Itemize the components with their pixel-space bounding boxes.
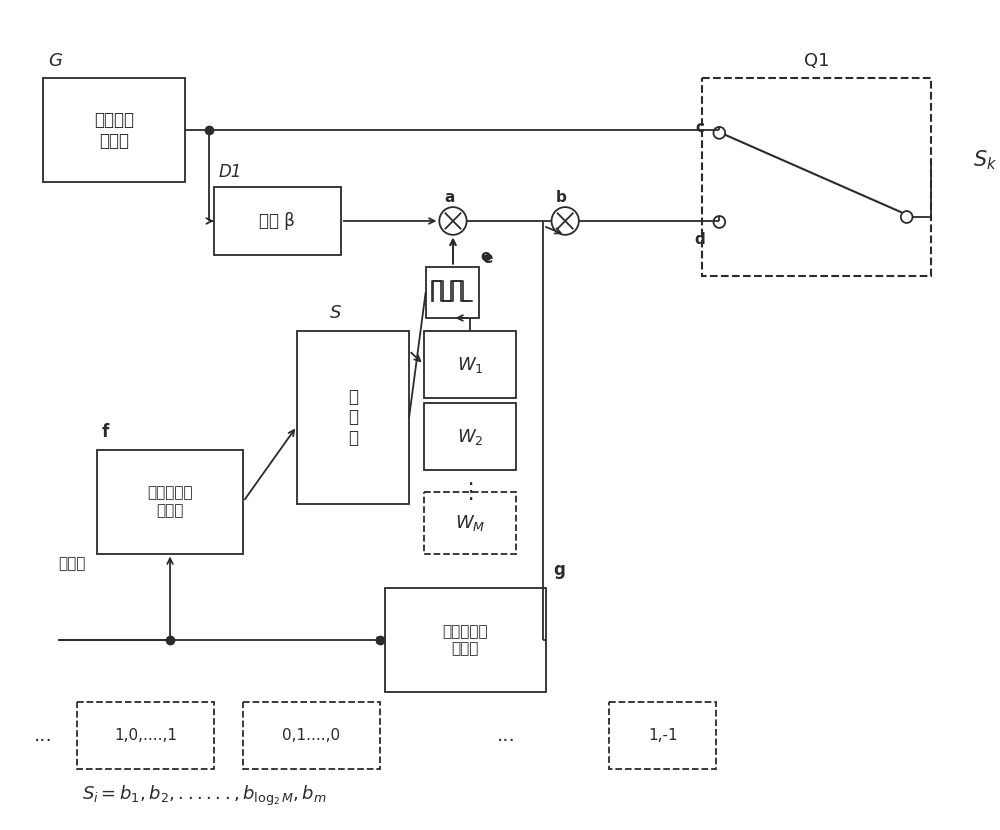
Text: $S_k$: $S_k$ bbox=[973, 149, 997, 172]
Bar bbox=[702, 78, 931, 276]
Text: 延时 β: 延时 β bbox=[259, 212, 295, 230]
Text: $W_M$: $W_M$ bbox=[455, 513, 485, 533]
Bar bbox=[243, 702, 380, 769]
Circle shape bbox=[713, 216, 725, 228]
Bar bbox=[424, 331, 516, 398]
Text: $S_i = b_1, b_2, ......, b_{\log_2 M}, b_m$: $S_i = b_1, b_2, ......, b_{\log_2 M}, b… bbox=[82, 784, 327, 808]
Bar bbox=[609, 702, 716, 769]
Text: a: a bbox=[444, 190, 454, 205]
Text: e: e bbox=[482, 251, 492, 266]
Text: g: g bbox=[553, 561, 565, 579]
Text: 0,1....,0: 0,1....,0 bbox=[282, 728, 341, 743]
Bar bbox=[424, 403, 516, 471]
Text: $W_2$: $W_2$ bbox=[457, 427, 483, 447]
Text: 1,0,....,1: 1,0,....,1 bbox=[114, 728, 177, 743]
Bar bbox=[77, 702, 214, 769]
Text: G: G bbox=[48, 51, 62, 70]
Bar bbox=[385, 588, 546, 692]
Text: c: c bbox=[695, 120, 704, 135]
Text: ...: ... bbox=[497, 726, 516, 745]
Text: 混沌载波
发生器: 混沌载波 发生器 bbox=[94, 111, 134, 149]
Text: 1,-1: 1,-1 bbox=[648, 728, 678, 743]
Bar bbox=[297, 331, 409, 504]
Text: f: f bbox=[102, 422, 109, 441]
Bar bbox=[426, 266, 479, 318]
Text: ⋮: ⋮ bbox=[459, 482, 481, 502]
Text: D1: D1 bbox=[219, 164, 242, 182]
Text: b: b bbox=[556, 190, 567, 205]
Text: ...: ... bbox=[34, 726, 53, 745]
Bar bbox=[97, 450, 243, 554]
Bar bbox=[424, 492, 516, 554]
Text: S: S bbox=[330, 304, 342, 322]
Text: e: e bbox=[480, 249, 490, 264]
Text: 比特到符号
转换器: 比特到符号 转换器 bbox=[442, 624, 488, 657]
Text: d: d bbox=[694, 232, 705, 247]
Text: 选
择
器: 选 择 器 bbox=[348, 388, 358, 447]
Circle shape bbox=[713, 127, 725, 139]
Text: Q1: Q1 bbox=[804, 51, 829, 70]
Text: $W_1$: $W_1$ bbox=[457, 354, 483, 374]
Bar bbox=[214, 188, 341, 255]
Text: 比特到符号
转换器: 比特到符号 转换器 bbox=[147, 486, 193, 518]
Bar bbox=[43, 78, 185, 183]
Circle shape bbox=[901, 211, 913, 223]
Text: 比特流: 比特流 bbox=[58, 556, 85, 571]
